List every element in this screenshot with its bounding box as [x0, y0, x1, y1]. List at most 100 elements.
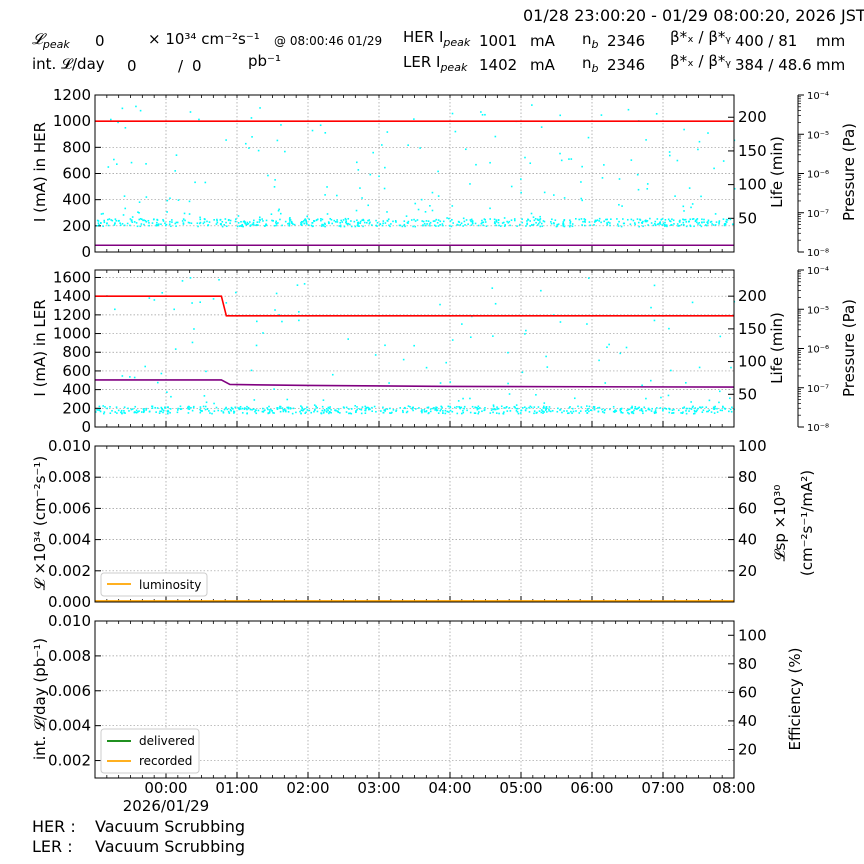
- ler-panel-pressure-point: [710, 411, 713, 413]
- her-panel-pressure-point: [256, 223, 258, 226]
- ler-panel-pressure-point: [543, 402, 546, 404]
- her-panel-pressure-point: [275, 220, 277, 223]
- ler-panel-pressure-point: [313, 404, 316, 406]
- her-panel-ytick-label: 600: [62, 165, 91, 183]
- ler-panel-pressure-point: [334, 409, 337, 412]
- ler-panel-pressure-point: [316, 406, 318, 409]
- ler-panel-pressure-point: [160, 372, 163, 375]
- her-panel-frame: [94, 94, 735, 253]
- her-panel-pressure-point: [187, 221, 190, 224]
- ler-panel-pressure-point: [613, 411, 616, 413]
- her-panel-pressure-point: [477, 224, 480, 227]
- ler-panel-pressure-point: [176, 409, 179, 411]
- ler-panel-pressure-point: [229, 408, 232, 411]
- ler-panel-pressure-point: [279, 407, 281, 410]
- her-panel-pressure-point: [683, 128, 685, 131]
- her-panel-pressure-point: [539, 215, 541, 218]
- her-panel-pressure-point: [530, 212, 533, 215]
- ler-panel-pressure-point: [281, 407, 284, 409]
- her-panel-pressure-point: [633, 222, 636, 224]
- her-panel-pressure-point: [692, 218, 695, 220]
- her-panel-pressure-point: [433, 224, 436, 227]
- ler-panel-pressure-point: [662, 408, 664, 411]
- ler-panel-pressure-point: [306, 406, 308, 409]
- ler-panel-pressure-point: [407, 405, 410, 407]
- ler-ipeak-value: 1402: [479, 56, 518, 74]
- her-panel-pressure-point: [420, 198, 423, 201]
- ler-panel-pressure-point: [234, 406, 237, 409]
- her-panel-pressure-point: [270, 213, 273, 215]
- her-panel-pressure-point: [278, 208, 280, 211]
- her-panel-pressure-point: [302, 220, 305, 222]
- her-panel-pressure-point: [240, 220, 242, 223]
- ler-panel-pressure-point: [232, 408, 234, 410]
- her-panel-pressure-point: [121, 222, 124, 225]
- her-panel-pressure-tick-label: 10⁻⁴: [807, 91, 829, 102]
- ler-panel-pressure-point: [354, 404, 357, 407]
- ler-panel-pressure-point: [166, 410, 169, 413]
- her-panel-pressure-point: [199, 218, 202, 221]
- ler-panel-pressure-point: [246, 412, 248, 415]
- her-panel-pressure-point: [182, 223, 185, 225]
- her-panel-pressure-point: [381, 144, 383, 146]
- her-panel-pressure-point: [459, 223, 462, 226]
- x-tick-label: 05:00: [499, 779, 542, 797]
- ler-panel-pressure-point: [522, 407, 524, 409]
- ler-panel-pressure-point: [545, 406, 548, 408]
- her-panel-pressure-point: [483, 218, 486, 220]
- her-panel-pressure-point: [580, 218, 583, 220]
- her-panel-pressure-point: [652, 224, 655, 227]
- her-panel-pressure-point: [469, 183, 471, 185]
- her-panel-pressure-point: [219, 223, 222, 226]
- her-panel-pressure-point: [399, 224, 402, 227]
- luminosity-panel-y2tick-label: 20: [738, 562, 757, 580]
- ler-panel-pressure-point: [308, 409, 311, 412]
- ler-panel-pressure-point: [409, 405, 411, 408]
- her-panel-pressure-point: [414, 202, 417, 205]
- her-panel-pressure-point: [288, 218, 291, 220]
- ler-panel-pressure-point: [167, 410, 170, 413]
- her-panel-pressure-point: [542, 220, 545, 222]
- her-panel-pressure-point: [123, 224, 126, 227]
- ler-panel-pressure-point: [371, 406, 373, 409]
- ler-panel-pressure-point: [442, 412, 444, 414]
- her-panel-pressure-point: [276, 139, 279, 142]
- her-panel-pressure-point: [189, 111, 192, 113]
- ler-panel-pressure-point: [135, 409, 138, 412]
- ler-panel-pressure-point: [426, 406, 429, 409]
- her-panel-pressure-point: [219, 218, 222, 221]
- ler-panel-pressure-point: [191, 341, 194, 344]
- her-panel-pressure-point: [630, 159, 633, 161]
- ler-panel-pressure-point: [337, 411, 340, 414]
- her-panel-pressure-point: [324, 132, 327, 134]
- her-panel-pressure-point: [480, 111, 482, 113]
- her-panel-pressure-point: [199, 216, 201, 219]
- her-panel-pressure-point: [355, 209, 358, 212]
- her-panel-pressure-point: [216, 219, 218, 222]
- ler-panel-pressure-point: [548, 408, 550, 411]
- ler-panel-pressure-point: [451, 339, 454, 341]
- ler-panel-pressure-point: [573, 397, 576, 400]
- ler-panel-pressure-point: [513, 406, 516, 408]
- her-panel-pressure-point: [562, 224, 564, 227]
- ler-panel-pressure-point: [598, 406, 601, 409]
- ler-panel-pressure-point: [688, 407, 691, 410]
- her-panel-pressure-point: [359, 187, 361, 189]
- her-panel-pressure-point: [235, 218, 237, 220]
- ler-panel-pressure-point: [227, 410, 230, 413]
- ler-panel-pressure-point: [99, 410, 102, 413]
- ler-panel-pressure-point: [614, 409, 617, 412]
- ler-panel-pressure-point: [285, 410, 287, 413]
- her-panel-pressure-point: [331, 222, 334, 225]
- her-panel-pressure-point: [135, 105, 137, 108]
- ler-panel-pressure-point: [668, 407, 670, 410]
- x-tick-label: 01:00: [215, 779, 258, 797]
- ler-panel-pressure-point: [374, 354, 377, 356]
- her-panel-pressure-point: [252, 221, 255, 224]
- her-panel-pressure-point: [646, 188, 649, 190]
- ler-panel-pressure-point: [404, 407, 406, 410]
- her-panel-pressure-point: [322, 224, 325, 226]
- her-panel-pressure-point: [171, 221, 173, 223]
- ler-panel-pressure-point: [427, 406, 430, 409]
- ler-panel-pressure-point: [608, 343, 610, 346]
